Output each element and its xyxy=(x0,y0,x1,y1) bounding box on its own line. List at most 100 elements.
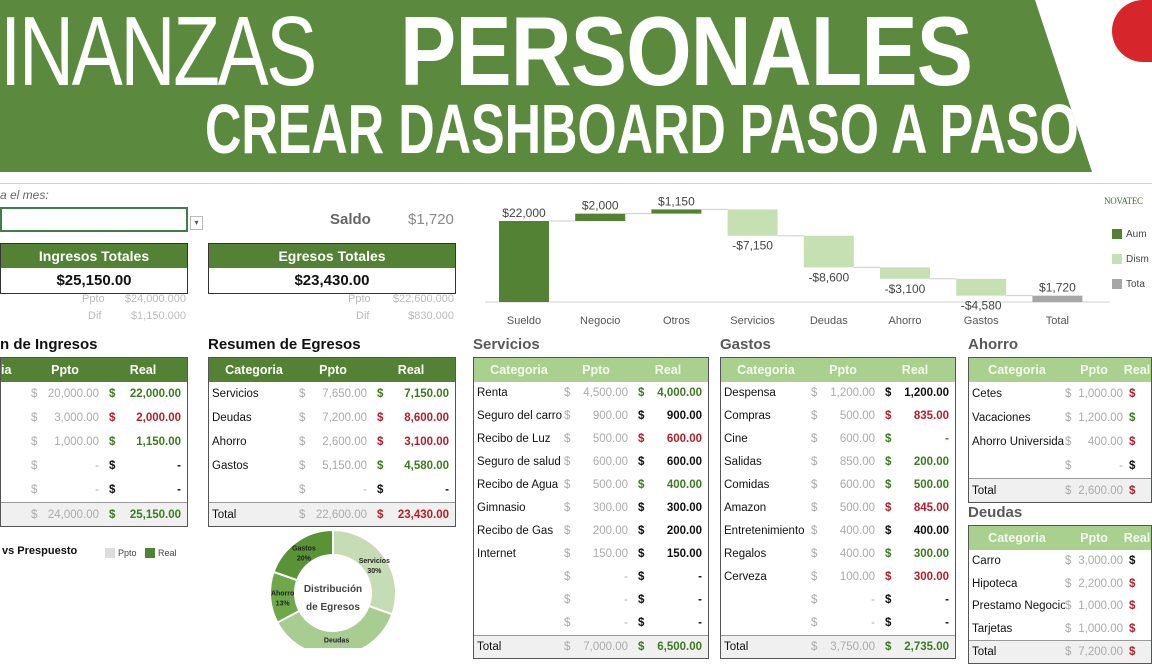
currency-sign: $ xyxy=(1065,485,1072,497)
currency-sign: $ xyxy=(377,436,384,448)
column-header: Real xyxy=(397,363,425,377)
currency-sign: $ xyxy=(299,412,306,424)
category-cell xyxy=(1,478,31,502)
table-row: $20,000.00 $22,000.00 xyxy=(1,382,187,406)
currency-sign: $ xyxy=(564,548,571,560)
currency-sign: $ xyxy=(377,460,384,472)
table-header-row: Categoria Ppto Real xyxy=(721,358,955,382)
column-header: Categoria xyxy=(225,363,283,377)
currency-sign: $ xyxy=(1129,622,1136,635)
table-row: Entretenimiento $400.00 $400.00 xyxy=(721,520,955,543)
total-row: Total $22,600.00 $23,430.00 xyxy=(209,502,455,526)
real-cell: 7,150.00 xyxy=(404,388,449,400)
ppto-cell: 200.00 xyxy=(592,525,628,537)
currency-sign: $ xyxy=(811,641,818,653)
real-cell: 4,580.00 xyxy=(404,460,449,472)
dif-value: $830.000 xyxy=(408,310,454,322)
category-cell: Recibo de Luz xyxy=(477,433,551,445)
table-row: Gastos $5,150.00 $4,580.00 xyxy=(209,454,455,478)
real-cell: 835.00 xyxy=(913,410,949,422)
category-cell xyxy=(721,612,811,635)
real-cell: 1,150.00 xyxy=(136,436,181,448)
youtube-play-icon[interactable] xyxy=(1112,0,1152,62)
currency-sign: $ xyxy=(638,571,645,583)
currency-sign: $ xyxy=(638,410,645,422)
currency-sign: $ xyxy=(109,388,116,400)
real-cell: - xyxy=(945,617,949,629)
category-cell: Carro xyxy=(972,555,1001,567)
table-row: Prestamo Negocio $1,000.00 $ xyxy=(969,595,1151,618)
column-header: Categoria xyxy=(988,363,1046,377)
table-row: $ - $ - xyxy=(209,478,455,502)
column-header: Ppto xyxy=(1080,531,1108,545)
table-row: Recibo de Gas $200.00 $200.00 xyxy=(474,520,708,543)
ppto-cell: 7,000.00 xyxy=(583,641,628,653)
table-body: Categoria Ppto Real Servicios $7,650.00 $7,15… xyxy=(208,357,456,527)
ppto-cell: 3,750.00 xyxy=(830,641,875,653)
category-cell: Total xyxy=(212,509,237,521)
currency-sign: $ xyxy=(31,388,38,400)
currency-sign: $ xyxy=(885,548,892,560)
ppto-label: Ppto xyxy=(82,293,105,305)
real-cell xyxy=(1141,641,1151,663)
currency-sign: $ xyxy=(638,502,645,514)
table-row: $ - $ xyxy=(969,454,1151,478)
donut-title: de Egresos xyxy=(306,602,360,613)
currency-sign: $ xyxy=(564,617,571,629)
total-row: Total $7,000.00 $6,500.00 xyxy=(474,635,708,658)
category-cell: Servicios xyxy=(212,388,259,400)
real-cell: - xyxy=(945,594,949,606)
real-cell: 8,600.00 xyxy=(404,412,449,424)
slice-percent: 30% xyxy=(367,568,382,575)
month-input[interactable] xyxy=(0,207,188,232)
data-label: -$8,600 xyxy=(808,270,849,284)
ppto-label: Ppto xyxy=(348,293,371,305)
category-cell xyxy=(209,478,299,502)
table-title: Gastos xyxy=(720,336,771,353)
title-banner: INANZAS PERSONALES CREAR DASHBOARD PASO … xyxy=(0,0,1092,172)
donut-title: Distribución xyxy=(304,584,362,595)
currency-sign: $ xyxy=(811,617,818,629)
currency-sign: $ xyxy=(811,502,818,514)
budget-chart-title: vs Prespuesto xyxy=(2,545,78,557)
legend-label: Real xyxy=(158,548,177,558)
ppto-cell: 500.00 xyxy=(592,433,628,445)
currency-sign: $ xyxy=(885,617,892,629)
category-cell xyxy=(474,589,564,612)
currency-sign: $ xyxy=(1065,436,1072,448)
column-header: Real xyxy=(1123,363,1151,377)
table-header-row: ia Ppto Real xyxy=(1,358,187,382)
ppto-cell: 300.00 xyxy=(592,502,628,514)
brand-logo: NOVATEC xyxy=(1104,196,1143,206)
waterfall-bar xyxy=(727,209,778,236)
category-cell: Entretenimiento xyxy=(724,525,805,537)
real-cell xyxy=(1141,382,1151,406)
ppto-cell: 150.00 xyxy=(592,548,628,560)
currency-sign: $ xyxy=(1129,555,1136,567)
donut-chart: Servicios 30% Deudas Ahorro 13% Gastos 20% Dist… xyxy=(269,530,397,648)
ppto-cell: 3,000.00 xyxy=(54,412,99,424)
currency-sign: $ xyxy=(109,484,116,496)
category-cell: Gastos xyxy=(212,460,249,472)
ppto-cell: 2,600.00 xyxy=(1078,485,1123,497)
category-cell: Comidas xyxy=(724,479,770,491)
ppto-cell: 1,000.00 xyxy=(1078,388,1123,400)
chevron-down-icon[interactable]: ▾ xyxy=(190,216,203,230)
column-header: Categoria xyxy=(737,363,795,377)
egresos-totales-card: Egresos Totales $23,430.00 xyxy=(208,243,456,294)
currency-sign: $ xyxy=(885,410,892,422)
category-cell: Total xyxy=(972,646,997,658)
column-header: Real xyxy=(1123,531,1151,545)
dif-label: Dif xyxy=(88,310,102,322)
title-light: INANZAS xyxy=(0,0,317,106)
ppto-cell: 500.00 xyxy=(592,479,628,491)
real-cell: 300.00 xyxy=(913,571,949,583)
table-row: Vacaciones $1,200.00 $ xyxy=(969,406,1151,430)
currency-sign: $ xyxy=(1065,555,1072,567)
gastos-table: Gastos Categoria Ppto Real Despensa $1,200.00… xyxy=(720,336,956,659)
currency-sign: $ xyxy=(31,412,38,424)
ppto-cell: 1,000.00 xyxy=(1078,622,1123,635)
ppto-cell: 600.00 xyxy=(839,433,875,445)
total-row: $24,000.00 $25,150.00 xyxy=(1,502,187,526)
real-cell: - xyxy=(445,484,449,496)
